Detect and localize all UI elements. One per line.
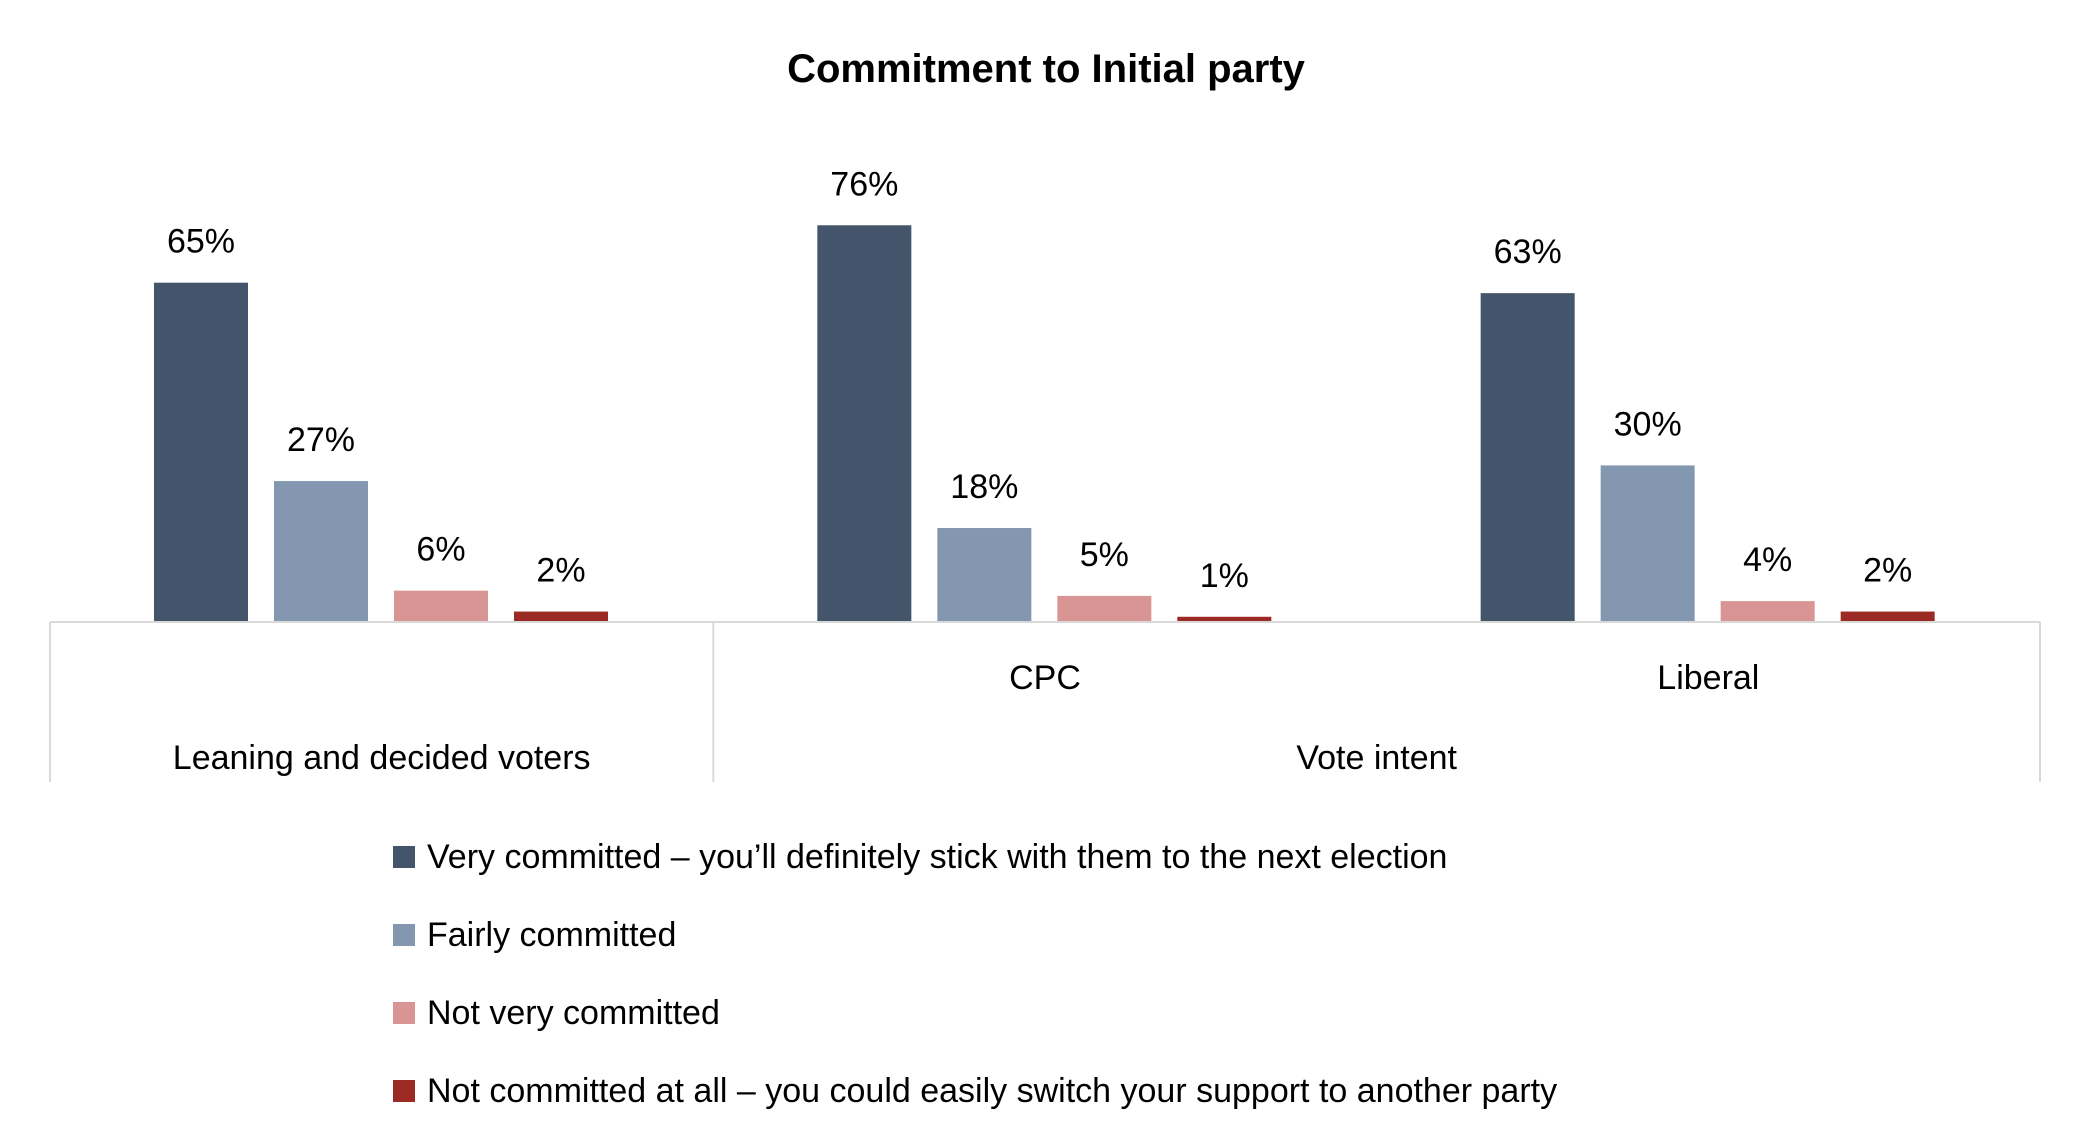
- legend-label: Not committed at all – you could easily …: [427, 1071, 1558, 1110]
- legend-item: Very committed – you’ll definitely stick…: [393, 818, 1557, 896]
- bar-series-3-category-2: [1057, 595, 1152, 622]
- data-label: 63%: [1494, 233, 1562, 271]
- data-label: 65%: [167, 223, 235, 261]
- data-label: 18%: [950, 468, 1018, 506]
- legend-swatch: [393, 846, 415, 868]
- bar-series-2-category-1: [274, 481, 368, 622]
- category-axis: [49, 621, 2041, 782]
- bar-series-2-category-3: [1600, 465, 1695, 622]
- data-label: 4%: [1743, 541, 1792, 579]
- data-labels-layer: 65% 76% 63% 27% 18% 30% 6% 5% 4% 2% 1% 2%: [167, 165, 1912, 595]
- bar-series-4-category-3: [1840, 611, 1935, 622]
- legend: Very committed – you’ll definitely stick…: [393, 818, 1557, 1130]
- chart-title: Commitment to Initial party: [787, 47, 1306, 91]
- bar-series-3-category-3: [1720, 601, 1815, 622]
- group-label: Leaning and decided voters: [173, 739, 591, 777]
- bar-series-1-category-1: [154, 282, 248, 622]
- bar-series-3-category-1: [394, 590, 488, 622]
- bar-series-2-category-2: [937, 528, 1032, 622]
- bars-layer: [154, 225, 1935, 622]
- data-label: 6%: [416, 531, 465, 569]
- legend-swatch: [393, 1080, 415, 1102]
- legend-item: Not committed at all – you could easily …: [393, 1052, 1557, 1130]
- bar-series-4-category-1: [514, 611, 608, 622]
- bar-series-1-category-3: [1480, 293, 1575, 622]
- data-label: 2%: [1863, 552, 1912, 590]
- legend-label: Not very committed: [427, 993, 720, 1032]
- data-label: 76%: [830, 165, 898, 203]
- category-labels-layer: CPC Liberal Leaning and decided voters Vote…: [173, 659, 1760, 777]
- data-label: 5%: [1080, 536, 1129, 574]
- bar-series-4-category-2: [1177, 616, 1272, 622]
- legend-swatch: [393, 1002, 415, 1024]
- legend-swatch: [393, 924, 415, 946]
- data-label: 30%: [1614, 405, 1682, 443]
- legend-label: Fairly committed: [427, 915, 677, 954]
- legend-item: Fairly committed: [393, 896, 1557, 974]
- bar-series-1-category-2: [817, 225, 912, 622]
- legend-item: Not very committed: [393, 974, 1557, 1052]
- data-label: 2%: [536, 552, 585, 590]
- legend-label: Very committed – you’ll definitely stick…: [427, 837, 1448, 876]
- category-label: Liberal: [1657, 659, 1759, 697]
- category-label: CPC: [1009, 659, 1081, 697]
- data-label: 1%: [1200, 557, 1249, 595]
- group-label: Vote intent: [1296, 739, 1457, 777]
- data-label: 27%: [287, 421, 355, 459]
